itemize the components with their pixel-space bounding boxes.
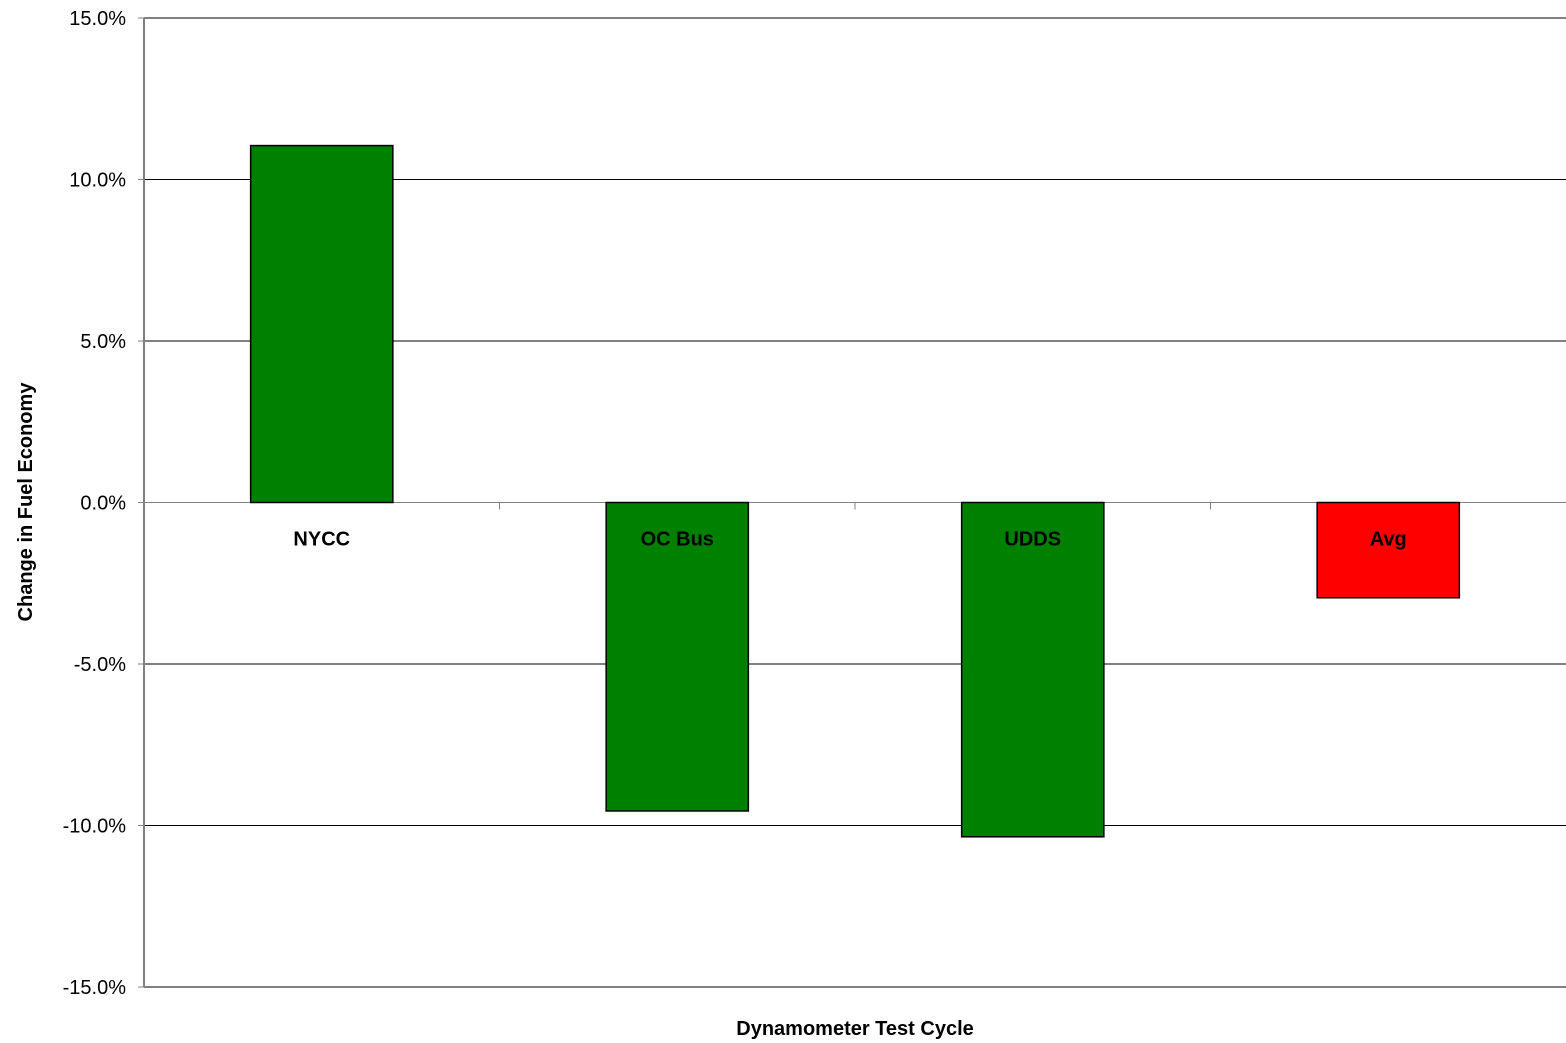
bar-oc-bus — [605, 501, 750, 812]
y-tick-label: 0.0% — [80, 493, 126, 515]
y-tick-label: 5.0% — [80, 331, 126, 353]
bars — [249, 144, 1461, 838]
category-labels: NYCC OC Bus UDDS Avg — [293, 529, 1406, 551]
category-label: UDDS — [1004, 529, 1061, 551]
y-axis-title: Change in Fuel Economy — [15, 382, 37, 622]
category-label: OC Bus — [641, 529, 714, 551]
y-tick-label: -15.0% — [63, 977, 127, 999]
y-tick-labels: 15.0% 10.0% 5.0% 0.0% -5.0% -10.0% -15.0% — [63, 8, 127, 999]
y-tick-label: -10.0% — [63, 816, 127, 838]
bar-udds — [960, 501, 1105, 838]
y-tick-label: -5.0% — [74, 654, 126, 676]
category-label: NYCC — [293, 529, 350, 551]
category-label: Avg — [1370, 529, 1407, 551]
bar-nycc — [249, 144, 394, 504]
y-tick-label: 10.0% — [69, 170, 126, 192]
y-tick-label: 15.0% — [69, 8, 126, 30]
x-axis-title: Dynamometer Test Cycle — [736, 1018, 974, 1040]
bar-avg — [1316, 501, 1461, 599]
